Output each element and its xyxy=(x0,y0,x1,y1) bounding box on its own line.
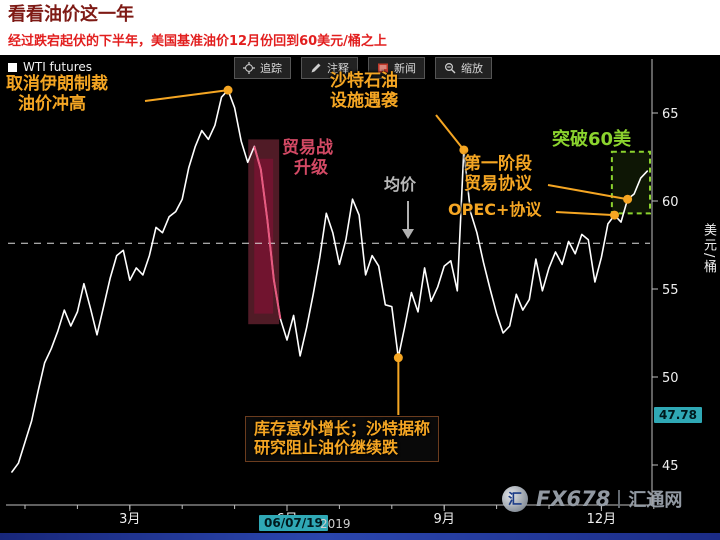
toolbar-button-annotate[interactable]: 注释 xyxy=(301,57,358,79)
toolbar-button-zoom[interactable]: 缩放 xyxy=(435,57,492,79)
news-icon xyxy=(377,62,389,74)
break-60-box xyxy=(610,150,652,215)
y-tick-label: 65 xyxy=(662,107,679,122)
bottom-accent-bar xyxy=(0,533,720,540)
average-arrow-head xyxy=(402,229,414,239)
annotation-break-60: 突破60美 xyxy=(552,129,632,150)
event-marker-dot xyxy=(459,145,469,155)
watermark: 汇 FX678 汇通网 xyxy=(502,486,682,512)
y-tick-label: 50 xyxy=(662,371,679,386)
annotation-line: 设施遇袭 xyxy=(330,91,398,112)
toolbar-button-track[interactable]: 追踪 xyxy=(234,57,291,79)
x-tick-label: 12月 xyxy=(587,512,617,527)
watermark-brand: FX678 xyxy=(536,487,611,511)
annotation-line: 升级 xyxy=(294,158,328,179)
page-title: 看看油价这一年 xyxy=(8,4,134,24)
x-tick-label: 3月 xyxy=(119,512,140,527)
annotation-line: 研究阻止油价继续跌 xyxy=(254,437,399,457)
annotation-iran-sanctions: 取消伊朗制裁 油价冲高 xyxy=(6,74,108,114)
crosshair-value-badge: 47.78 xyxy=(654,407,702,423)
event-connector xyxy=(435,114,465,151)
fx678-logo-icon: 汇 xyxy=(502,486,528,512)
pencil-icon xyxy=(310,62,322,74)
event-marker-dot xyxy=(610,210,619,220)
annotation-phase-one-deal: 第一阶段 贸易协议 xyxy=(464,154,532,194)
toolbar-button-label: 追踪 xyxy=(260,62,282,75)
zoom-icon xyxy=(444,62,456,74)
annotation-line: 取消伊朗制裁 xyxy=(6,74,108,94)
y-tick-label: 60 xyxy=(662,195,679,210)
annotation-line: 油价冲高 xyxy=(18,94,86,115)
x-axis-year-label: 2019 xyxy=(320,517,351,531)
toolbar-button-news[interactable]: 新闻 xyxy=(368,57,425,79)
page-subtitle: 经过跌宕起伏的下半年，美国基准油价12月份回到60美元/桶之上 xyxy=(8,34,387,50)
event-connector xyxy=(547,184,628,201)
event-connector xyxy=(555,211,615,217)
watermark-divider xyxy=(618,490,621,508)
annotation-line: 第一阶段 xyxy=(464,154,532,174)
annotation-line: 贸易协议 xyxy=(464,174,532,195)
crosshair-icon xyxy=(243,62,255,74)
annotation-opec-deal: OPEC+协议 xyxy=(448,200,542,219)
annotation-line: 库存意外增长；沙特据称 xyxy=(254,419,431,438)
y-tick-label: 55 xyxy=(662,283,679,298)
series-legend: WTI futures xyxy=(8,60,92,74)
event-marker-dot xyxy=(623,194,633,204)
event-marker-dot xyxy=(223,85,233,95)
trade-war-band-core xyxy=(254,158,274,314)
y-tick-label: 45 xyxy=(662,459,679,474)
annotation-line: 贸易战 xyxy=(282,138,333,158)
toolbar-button-label: 新闻 xyxy=(394,62,416,75)
price-line xyxy=(11,89,649,473)
annotation-average-price: 均价 xyxy=(384,175,417,194)
annotation-trade-war: 贸易战 升级 xyxy=(282,138,333,178)
page-header: 看看油价这一年 经过跌宕起伏的下半年，美国基准油价12月份回到60美元/桶之上 xyxy=(0,0,720,55)
series-label: WTI futures xyxy=(23,60,92,74)
annotation-saudi-attack: 沙特石油 设施遇袭 xyxy=(330,71,398,111)
event-connector xyxy=(144,89,229,102)
series-swatch xyxy=(8,62,17,72)
y-axis-unit-label: 美元/桶 xyxy=(701,223,716,275)
toolbar-button-label: 注释 xyxy=(327,62,349,75)
crosshair-date-badge: 06/07/19 xyxy=(259,515,328,531)
toolbar-button-label: 缩放 xyxy=(461,62,483,75)
chart-toolbar: 追踪 注释 新闻 缩放 xyxy=(234,57,492,79)
watermark-site: 汇通网 xyxy=(628,490,683,511)
annotation-line: 沙特石油 xyxy=(330,71,398,91)
annotation-inventory-surprise: 库存意外增长；沙特据称 研究阻止油价继续跌 xyxy=(245,416,440,462)
chart-panel: 45505560653月6月9月12月 WTI futures 追踪 注释 xyxy=(0,55,720,533)
x-tick-label: 9月 xyxy=(434,512,455,527)
crash-segment xyxy=(253,146,282,320)
event-marker-dot xyxy=(393,353,403,363)
